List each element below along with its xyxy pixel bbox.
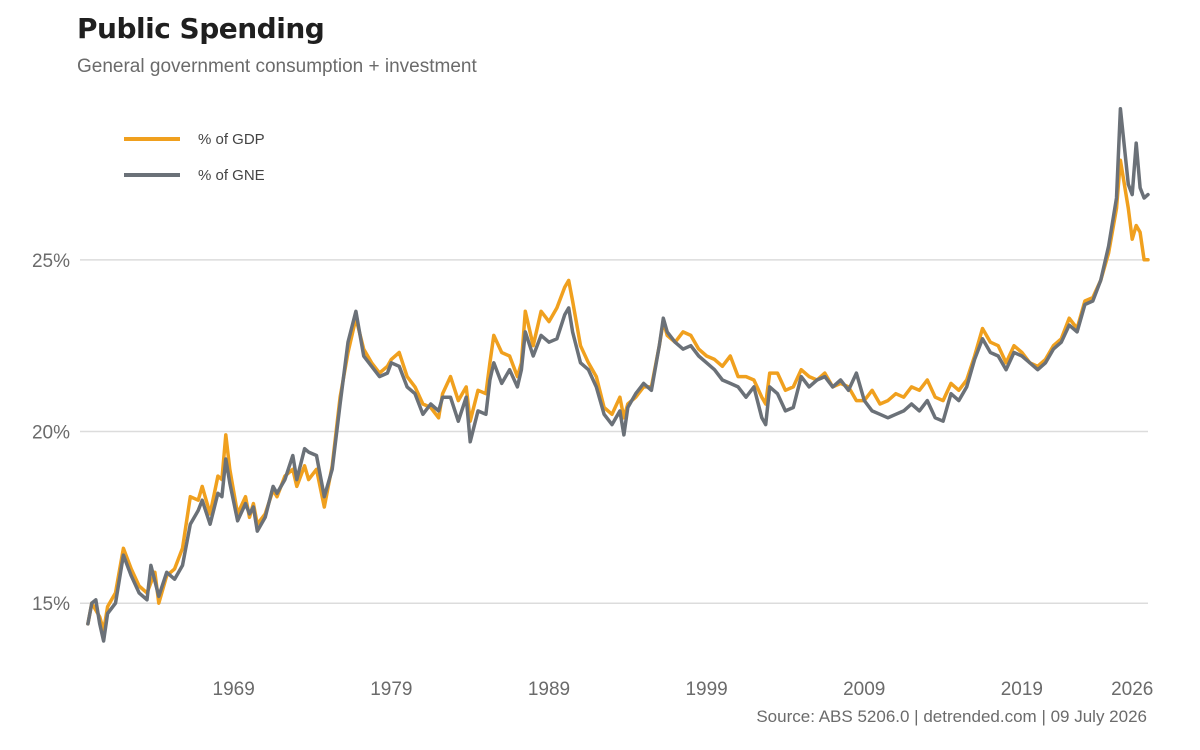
source-caption: Source: ABS 5206.0 | detrended.com | 09 … [756, 707, 1147, 726]
legend: % of GDP % of GNE [124, 131, 265, 184]
x-tick-label: 2009 [843, 679, 885, 700]
series-line-of-gne [86, 106, 1150, 643]
chart-title: Public Spending [77, 12, 325, 45]
y-tick-label: 15% [32, 594, 70, 615]
x-tick-label: 2026 [1111, 679, 1153, 700]
x-tick-label: 1979 [370, 679, 412, 700]
y-tick-label: 20% [32, 423, 70, 444]
y-axis-ticks: 15% 20% 25% [32, 251, 70, 615]
gridlines [80, 259, 1148, 604]
legend-label: % of GDP [198, 131, 265, 148]
x-tick-label: 1989 [528, 679, 570, 700]
x-tick-label: 2019 [1001, 679, 1043, 700]
series-lines [86, 106, 1150, 643]
y-tick-label: 25% [32, 251, 70, 272]
x-tick-label: 1969 [213, 679, 255, 700]
x-tick-label: 1999 [685, 679, 727, 700]
series-line-of-gdp [86, 158, 1150, 633]
x-axis-ticks: 1969 1979 1989 1999 2009 2019 2026 [213, 679, 1154, 700]
legend-label: % of GNE [198, 167, 265, 184]
chart-subtitle: General government consumption + investm… [77, 56, 477, 77]
